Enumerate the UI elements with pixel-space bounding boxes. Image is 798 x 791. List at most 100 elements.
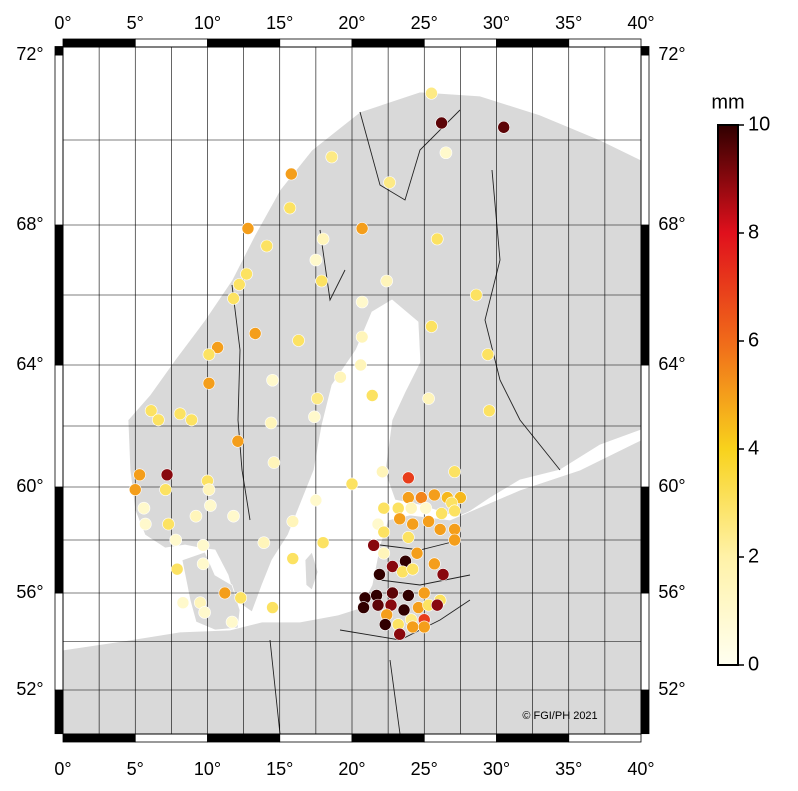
station <box>469 288 483 302</box>
colorbar-tick-label: 6 <box>748 329 759 351</box>
colorbar-tick-label: 10 <box>748 113 770 135</box>
station <box>202 348 216 361</box>
x-tick-label: 20° <box>338 13 365 33</box>
station <box>133 468 146 482</box>
station <box>439 146 453 160</box>
x-tick-label: 35° <box>555 13 582 33</box>
frame-bar <box>423 733 497 743</box>
x-tick-label: 20° <box>338 759 365 779</box>
station <box>367 538 380 552</box>
station <box>241 222 255 235</box>
x-tick-label: 0° <box>54 759 71 779</box>
station <box>393 627 406 641</box>
station <box>448 504 461 518</box>
station <box>316 536 330 549</box>
station <box>435 507 448 520</box>
station <box>315 274 328 288</box>
frame-bar <box>568 38 642 48</box>
station <box>169 533 183 547</box>
station <box>371 598 385 612</box>
y-tick-label: 72° <box>658 44 685 64</box>
colorbar-ramp <box>717 124 739 666</box>
station <box>406 620 419 634</box>
station <box>137 501 151 515</box>
station <box>196 538 210 552</box>
frame-bar <box>496 733 570 743</box>
station <box>266 373 279 387</box>
colorbar: 0 2 4 6 8 10 <box>717 113 770 675</box>
frame-bar <box>423 38 497 48</box>
frame-bar <box>496 38 570 48</box>
station <box>267 456 281 469</box>
station <box>377 546 391 560</box>
station <box>232 278 246 291</box>
y-tick-label: 60° <box>658 476 685 496</box>
station <box>162 517 175 531</box>
colorbar-tick-label: 0 <box>748 653 759 675</box>
frame-bar <box>568 733 642 743</box>
x-tick-label: 15° <box>266 13 293 33</box>
frame-bar <box>62 38 136 48</box>
x-tick-label: 25° <box>411 13 438 33</box>
station <box>218 586 232 600</box>
x-tick-label: 5° <box>127 759 144 779</box>
denmark <box>181 551 241 631</box>
station <box>448 465 461 479</box>
station <box>355 295 369 309</box>
frame-bar <box>640 46 650 56</box>
station <box>204 499 217 512</box>
station <box>386 560 399 573</box>
station <box>144 404 158 418</box>
y-tick-label: 60° <box>16 476 43 496</box>
station <box>170 562 184 576</box>
station <box>402 531 415 544</box>
station <box>189 509 203 523</box>
station <box>260 239 274 253</box>
station <box>417 586 431 600</box>
station <box>391 501 405 515</box>
station <box>393 512 406 526</box>
station <box>325 150 339 164</box>
frame-bar <box>640 592 650 691</box>
station <box>428 557 441 571</box>
station <box>211 341 224 354</box>
station <box>355 330 369 344</box>
station <box>234 591 248 605</box>
x-tick-label: 40° <box>627 759 654 779</box>
station <box>419 501 432 515</box>
station <box>264 416 278 430</box>
colorbar-tick-label: 2 <box>748 545 759 567</box>
station <box>422 515 435 528</box>
x-tick-label: 10° <box>194 13 221 33</box>
stations <box>128 86 511 641</box>
frame-bar <box>640 689 650 735</box>
station <box>248 327 262 340</box>
station <box>311 392 324 405</box>
x-tick-label: 40° <box>627 13 654 33</box>
station <box>402 589 415 602</box>
station <box>286 515 300 528</box>
frame <box>54 38 650 743</box>
y-tick-label: 56° <box>16 582 43 602</box>
y-tick-label: 52° <box>16 679 43 699</box>
station <box>160 468 174 482</box>
station <box>176 596 190 610</box>
frame-bar <box>54 46 64 56</box>
frame-bar <box>640 486 650 594</box>
y-tick-label: 64° <box>16 354 43 374</box>
station <box>383 176 396 189</box>
frame-bar <box>279 733 353 743</box>
frame-bar <box>54 54 64 226</box>
station <box>377 501 391 515</box>
station <box>345 477 359 491</box>
station <box>139 517 152 531</box>
colorbar-tick-label: 8 <box>748 221 759 243</box>
station <box>309 493 323 507</box>
station <box>266 601 279 614</box>
station <box>482 404 496 418</box>
frame-bar <box>54 486 64 594</box>
station <box>173 407 187 421</box>
station <box>378 618 392 631</box>
